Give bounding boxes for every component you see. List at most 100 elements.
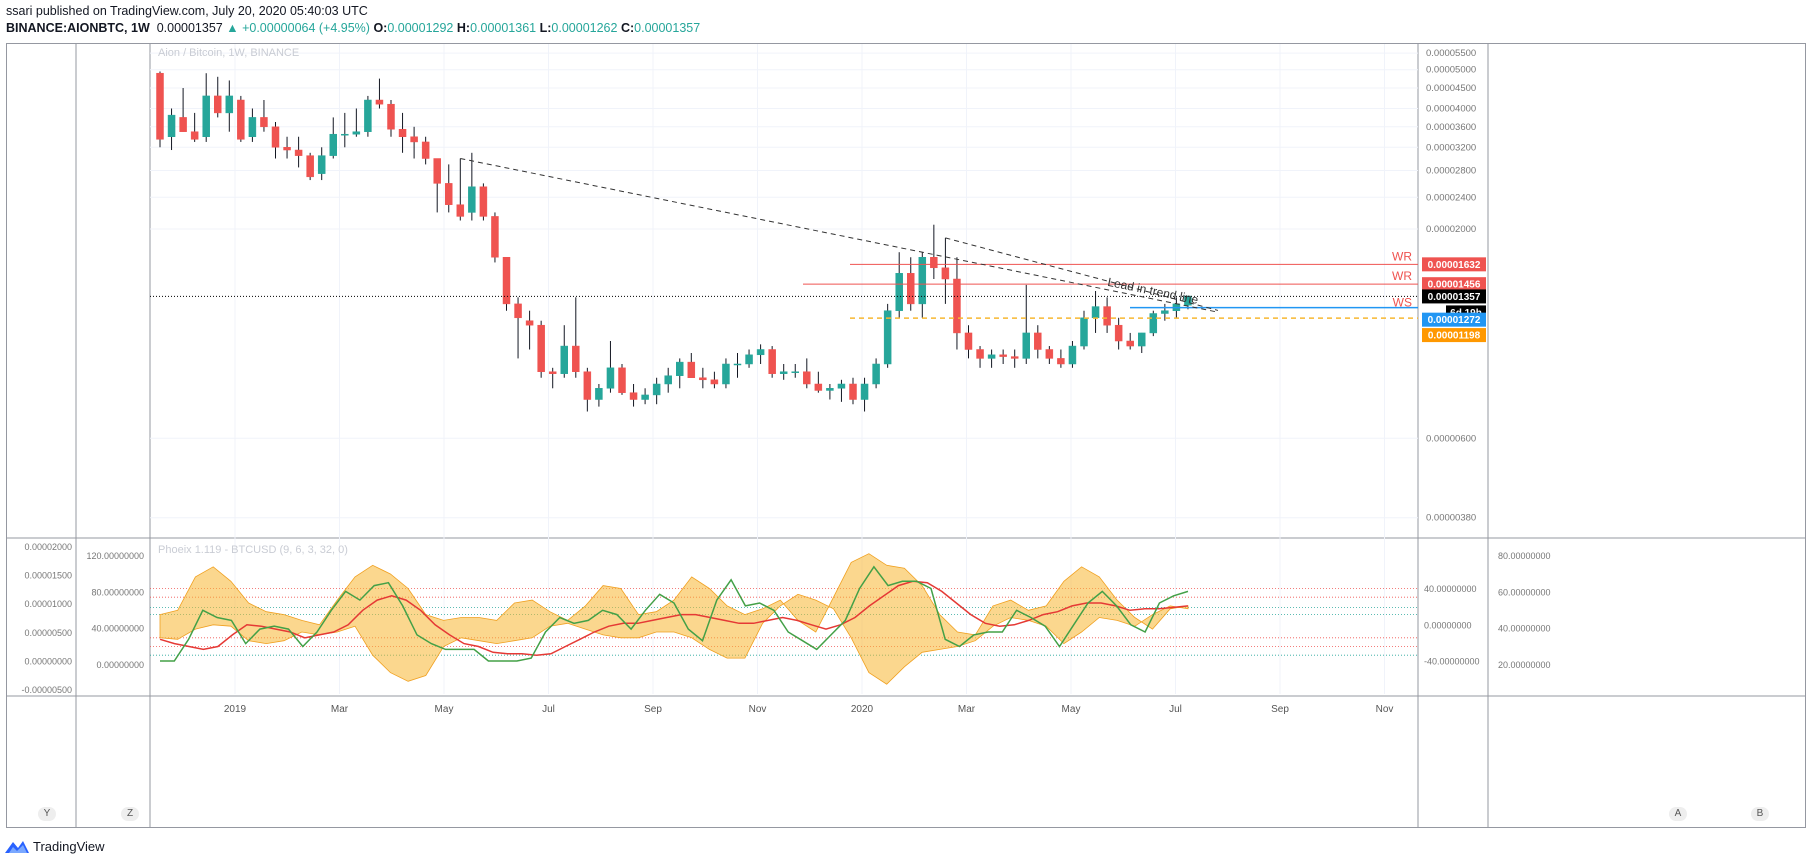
brand-label: TradingView	[33, 838, 105, 854]
candle-body	[595, 388, 603, 400]
indicator-left-tick: 0.00002000	[24, 542, 72, 552]
x-tick-label: Sep	[644, 704, 662, 715]
corner-z-button[interactable]: Z	[121, 807, 139, 821]
annotation-lead-trend-line: Lead in trend line	[1106, 275, 1199, 307]
candle-body	[260, 117, 268, 128]
candle-body	[237, 99, 245, 140]
candle-body	[629, 392, 638, 400]
candle-body	[779, 371, 788, 374]
y-tick-label: 0.00005500	[1426, 48, 1476, 59]
candle-body	[895, 273, 903, 311]
x-tick-label: Nov	[749, 704, 767, 715]
y-tick-label: 0.00003600	[1426, 122, 1476, 133]
candle-body	[364, 99, 372, 132]
indicator-left-tick-2: 40.00000000	[91, 624, 144, 634]
candle-body	[1184, 295, 1192, 306]
candle-body	[572, 345, 580, 372]
candle-body	[537, 324, 545, 372]
candle-body	[676, 361, 684, 376]
candle-body	[190, 131, 199, 140]
candle-body	[433, 158, 441, 184]
candle-body	[225, 95, 234, 114]
corner-b-button[interactable]: B	[1751, 807, 1769, 821]
price-label-box	[1422, 257, 1486, 272]
tradingview-brand[interactable]: TradingView	[4, 838, 105, 854]
candle-body	[756, 349, 765, 356]
candle-body	[987, 354, 996, 359]
candle-body	[722, 363, 730, 385]
candle-body	[167, 114, 176, 137]
candle-body	[953, 278, 961, 334]
x-tick-label: Sep	[1271, 704, 1289, 715]
publisher-name[interactable]: ssari	[6, 4, 33, 18]
y-tick-label: 0.00002000	[1426, 224, 1476, 235]
x-tick-label: Jul	[1169, 704, 1182, 715]
indicator-right-tick: 60.00000000	[1498, 587, 1551, 597]
close-value: 0.00001357	[634, 21, 701, 35]
candle-body	[306, 155, 314, 178]
trend-line-main	[460, 158, 1219, 313]
candle-body	[502, 256, 511, 305]
last-price: 0.00001357	[156, 21, 223, 35]
candle-body	[156, 72, 164, 140]
x-tick-label: May	[1062, 704, 1081, 715]
candle-body	[456, 204, 465, 217]
candle-body	[375, 99, 384, 105]
low-label: L:	[539, 21, 552, 35]
x-tick-label: Jul	[542, 704, 555, 715]
candle-body	[560, 345, 568, 374]
candle-body	[341, 133, 349, 136]
candle-body	[1103, 306, 1111, 326]
price-label-box	[1422, 289, 1486, 304]
candle-body	[271, 126, 280, 148]
indicator-right-tick: 20.00000000	[1498, 660, 1551, 670]
high-value: 0.00001361	[470, 21, 537, 35]
candle-body	[791, 371, 799, 373]
candle-body	[860, 383, 869, 400]
tradingview-logo-icon	[5, 841, 29, 853]
candle-body	[1149, 313, 1158, 334]
price-label-text: 0.00001198	[1428, 331, 1481, 342]
annotation-wr-1: WR	[1392, 249, 1412, 263]
price-label-box	[1422, 312, 1486, 327]
annotation-wr-2: WR	[1392, 269, 1412, 283]
indicator-left-tick: 0.00000000	[24, 656, 72, 666]
x-tick-label: 2020	[851, 704, 874, 715]
candle-body	[214, 95, 222, 114]
candle-body	[1114, 324, 1123, 342]
candle-body	[317, 155, 326, 174]
candle-body	[814, 383, 823, 391]
corner-a-button[interactable]: A	[1669, 807, 1687, 821]
y-tick-label: 0.00003200	[1426, 142, 1476, 153]
candle-body	[525, 320, 534, 326]
candle-body	[1010, 356, 1019, 359]
price-change: ▲ +0.00000064 (+4.95%)	[226, 21, 370, 35]
candle-body	[883, 310, 892, 365]
candle-body	[768, 349, 776, 374]
candle-body	[687, 361, 696, 378]
candle-body	[976, 349, 984, 359]
indicator-red-line	[159, 580, 1189, 656]
chart-frame[interactable]: 2019 Mar May Jul Sep Nov 2020 Mar May Jul Sep Nov 0.…	[6, 43, 1806, 828]
candle-body	[491, 216, 499, 258]
candle-body	[826, 388, 834, 391]
trend-line-secondary	[945, 237, 1219, 311]
price-label-text: 0.00001357	[1428, 292, 1481, 303]
candle-body	[1034, 332, 1042, 350]
y-tick-label: 0.00002800	[1426, 166, 1476, 177]
candle-body	[745, 354, 753, 365]
candle-body	[1080, 317, 1088, 347]
candle-body	[202, 95, 210, 137]
candle-body	[329, 133, 337, 156]
corner-y-button[interactable]: Y	[38, 807, 56, 821]
price-chart[interactable]: 2019 Mar May Jul Sep Nov 2020 Mar May Jul Sep Nov 0.…	[7, 44, 1805, 827]
candle-body	[641, 394, 649, 400]
candle-body	[1068, 345, 1077, 365]
price-label-text: 0.00001456	[1428, 280, 1481, 291]
indicator-left-tick-2: 80.00000000	[91, 587, 144, 597]
annotation-ws: WS	[1393, 296, 1412, 310]
candle-body	[837, 383, 846, 389]
candle-body	[733, 363, 742, 366]
candle-body	[248, 117, 257, 137]
candle-body	[872, 363, 880, 385]
